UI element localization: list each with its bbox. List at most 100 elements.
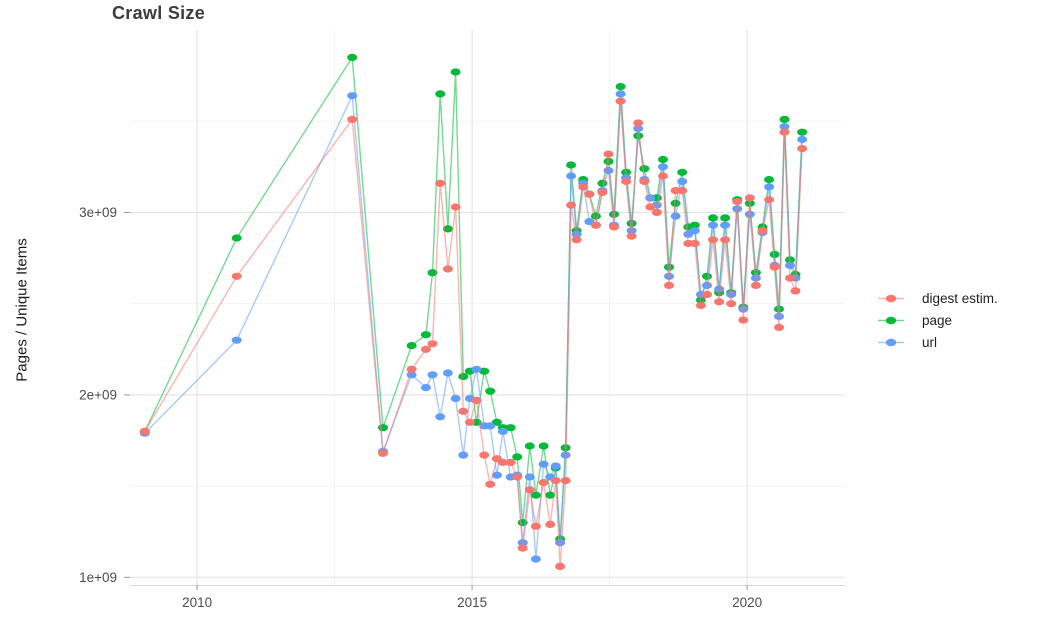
data-point-url bbox=[435, 413, 446, 421]
data-point-digest-estim bbox=[609, 223, 619, 231]
legend-item-page: page bbox=[877, 312, 998, 329]
data-point-digest-estim bbox=[571, 236, 582, 244]
data-point-page bbox=[689, 221, 700, 229]
data-point-page bbox=[720, 214, 731, 222]
data-point-page bbox=[708, 214, 718, 222]
legend-item-url: url bbox=[877, 334, 998, 351]
y-tick-label: 3e+09 bbox=[79, 205, 117, 220]
data-point-digest-estim bbox=[797, 145, 808, 153]
data-point-page bbox=[615, 83, 626, 91]
data-point-digest-estim bbox=[505, 458, 516, 466]
data-point-digest-estim bbox=[738, 316, 749, 324]
data-point-url bbox=[720, 221, 731, 229]
data-point-page bbox=[427, 269, 438, 277]
data-point-digest-estim bbox=[714, 298, 725, 306]
data-point-page bbox=[505, 424, 516, 432]
data-point-digest-estim bbox=[231, 272, 242, 280]
data-point-url bbox=[550, 462, 561, 470]
data-point-digest-estim bbox=[578, 183, 589, 191]
legend-key-digest-estim bbox=[878, 294, 904, 303]
data-point-digest-estim bbox=[464, 418, 475, 426]
data-point-digest-estim bbox=[702, 290, 712, 299]
data-point-digest-estim bbox=[774, 323, 784, 331]
data-point-page bbox=[545, 491, 556, 499]
data-point-url bbox=[450, 394, 461, 403]
data-point-url bbox=[779, 123, 790, 131]
data-point-url bbox=[689, 227, 700, 235]
data-point-digest-estim bbox=[790, 287, 801, 295]
series-points-url bbox=[139, 90, 808, 563]
data-point-url bbox=[491, 471, 502, 479]
data-point-page bbox=[538, 442, 549, 450]
data-point-digest-estim bbox=[764, 196, 775, 204]
data-point-url bbox=[530, 555, 541, 563]
data-point-page bbox=[566, 161, 577, 169]
data-point-digest-estim bbox=[785, 274, 795, 282]
data-point-digest-estim bbox=[626, 232, 637, 240]
data-point-digest-estim bbox=[442, 265, 453, 273]
data-point-url bbox=[524, 473, 535, 481]
data-point-digest-estim bbox=[726, 300, 737, 308]
legend-key-page bbox=[878, 316, 904, 325]
legend-key-dot bbox=[885, 294, 897, 303]
data-point-page bbox=[231, 234, 242, 242]
data-point-digest-estim bbox=[689, 239, 700, 248]
data-point-url bbox=[427, 371, 438, 379]
x-tick-label: 2015 bbox=[457, 595, 487, 610]
y-axis-title: Pages / Unique Items bbox=[13, 238, 31, 382]
data-point-digest-estim bbox=[560, 477, 571, 485]
data-point-digest-estim bbox=[732, 197, 743, 206]
data-point-page bbox=[479, 367, 490, 375]
data-point-digest-estim bbox=[720, 236, 731, 244]
data-point-url bbox=[566, 172, 577, 180]
data-point-digest-estim bbox=[139, 427, 150, 435]
data-point-url bbox=[442, 369, 453, 377]
data-point-digest-estim bbox=[633, 119, 644, 127]
data-point-page bbox=[769, 250, 780, 258]
data-point-digest-estim bbox=[450, 203, 461, 211]
data-point-page bbox=[797, 128, 808, 136]
data-point-page bbox=[658, 155, 668, 164]
data-point-digest-estim bbox=[485, 480, 496, 488]
data-point-digest-estim bbox=[744, 194, 755, 202]
x-tick-label: 2020 bbox=[732, 595, 762, 610]
data-point-url bbox=[797, 135, 808, 144]
data-point-digest-estim bbox=[590, 221, 601, 229]
data-point-url bbox=[677, 177, 688, 185]
series-line-digest-estim bbox=[144, 100, 803, 568]
data-point-url bbox=[538, 460, 549, 468]
data-point-page bbox=[458, 373, 469, 381]
data-point-url bbox=[497, 427, 508, 435]
data-point-page bbox=[590, 212, 601, 220]
data-point-digest-estim bbox=[517, 544, 528, 552]
data-point-page bbox=[406, 342, 417, 350]
data-point-digest-estim bbox=[708, 236, 718, 244]
data-point-digest-estim bbox=[621, 177, 632, 185]
data-point-page bbox=[378, 424, 388, 432]
data-point-url bbox=[615, 90, 626, 98]
chart-title: Crawl Size bbox=[112, 3, 206, 23]
data-point-url bbox=[458, 451, 469, 459]
legend-key-url bbox=[878, 338, 904, 347]
data-point-digest-estim bbox=[530, 522, 541, 530]
data-point-digest-estim bbox=[695, 301, 706, 310]
data-point-digest-estim bbox=[677, 187, 688, 195]
data-point-digest-estim bbox=[435, 179, 446, 187]
legend-label-url: url bbox=[922, 335, 938, 350]
series-points-digest-estim bbox=[139, 97, 808, 571]
legend-item-digest-estim: digest estim. bbox=[877, 290, 998, 307]
data-point-page bbox=[512, 453, 523, 461]
data-point-digest-estim bbox=[750, 281, 761, 289]
legend-key-dot bbox=[885, 338, 897, 347]
series-line-url bbox=[144, 93, 803, 560]
data-point-digest-estim bbox=[615, 97, 626, 105]
legend-label-digest-estim: digest estim. bbox=[922, 291, 998, 306]
data-point-digest-estim bbox=[512, 473, 523, 481]
data-point-page bbox=[435, 90, 446, 98]
data-point-url bbox=[471, 365, 482, 373]
data-point-digest-estim bbox=[603, 150, 614, 158]
data-point-url bbox=[420, 384, 431, 392]
data-point-page bbox=[485, 387, 496, 395]
